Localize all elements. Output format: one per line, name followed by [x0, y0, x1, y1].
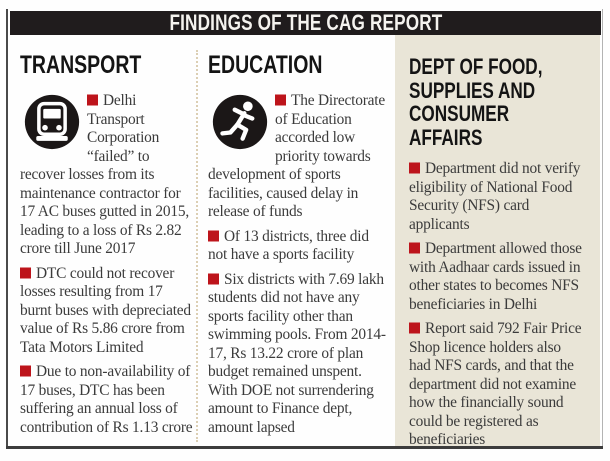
finding-item: Six districts with 7.69 lakh students di…: [208, 271, 390, 438]
finding-text: DTC could not recover losses resulting f…: [20, 264, 191, 356]
finding-text: Report said 792 Fair Price Shop licence …: [409, 320, 582, 448]
transport-findings-list: Delhi Transport Corporation “failed” to …: [20, 92, 196, 437]
bullet-square-icon: [409, 162, 420, 174]
bullet-square-icon: [20, 267, 31, 278]
bullet-square-icon: [275, 94, 286, 106]
finding-item: Report said 792 Fair Price Shop licence …: [409, 320, 585, 450]
food-supplies-findings-list: Department did not verify eligibility of…: [409, 160, 585, 450]
frame-right-border: [602, 9, 603, 449]
education-findings-list: The Directorate of Education accorded lo…: [208, 92, 390, 437]
food-supplies-heading: DEPT OF FOOD, SUPPLIES AND CONSUMER AFFA…: [409, 54, 543, 150]
finding-text: The Directorate of Education accorded lo…: [208, 92, 385, 220]
finding-item: Due to non-availability of 17 buses, DTC…: [20, 363, 196, 437]
finding-text: Department allowed those with Aadhaar ca…: [409, 240, 582, 313]
finding-text: Six districts with 7.69 lakh students di…: [208, 270, 386, 436]
finding-item: Of 13 districts, three did not have a sp…: [208, 228, 390, 265]
bullet-square-icon: [20, 365, 31, 377]
transport-heading: TRANSPORT: [20, 51, 142, 79]
finding-item: Department did not verify eligibility of…: [409, 160, 585, 234]
header-band: FINDINGS OF THE CAG REPORT: [10, 11, 601, 35]
finding-item: Department allowed those with Aadhaar ca…: [409, 240, 585, 314]
section-food-supplies: DEPT OF FOOD, SUPPLIES AND CONSUMER AFFA…: [409, 55, 585, 456]
finding-item: Delhi Transport Corporation “failed” to …: [20, 92, 196, 259]
bullet-square-icon: [208, 230, 219, 241]
finding-text: Due to non-availability of 17 buses, DTC…: [20, 363, 193, 436]
finding-text: Delhi Transport Corporation “failed” to …: [20, 92, 190, 257]
frame-bottom-border: [6, 446, 603, 449]
page-title: FINDINGS OF THE CAG REPORT: [169, 10, 442, 35]
section-transport: TRANSPORT Delhi Transport Corporation “f…: [20, 52, 196, 443]
finding-item: DTC could not recover losses resulting f…: [20, 265, 196, 358]
bullet-square-icon: [409, 322, 420, 334]
finding-text: Of 13 districts, three did not have a sp…: [208, 227, 369, 264]
runner-icon: [212, 94, 268, 150]
frame-left-border: [6, 9, 8, 449]
finding-text: Department did not verify eligibility of…: [409, 160, 581, 233]
section-education: EDUCATION The Directorate of Education a…: [208, 52, 390, 443]
column-divider: [196, 50, 198, 442]
bus-icon: [24, 94, 80, 150]
finding-item: The Directorate of Education accorded lo…: [208, 92, 390, 222]
bullet-square-icon: [87, 94, 98, 106]
bullet-square-icon: [208, 273, 219, 284]
bullet-square-icon: [409, 242, 420, 254]
food-supplies-panel: [395, 35, 600, 446]
education-heading: EDUCATION: [208, 51, 323, 79]
